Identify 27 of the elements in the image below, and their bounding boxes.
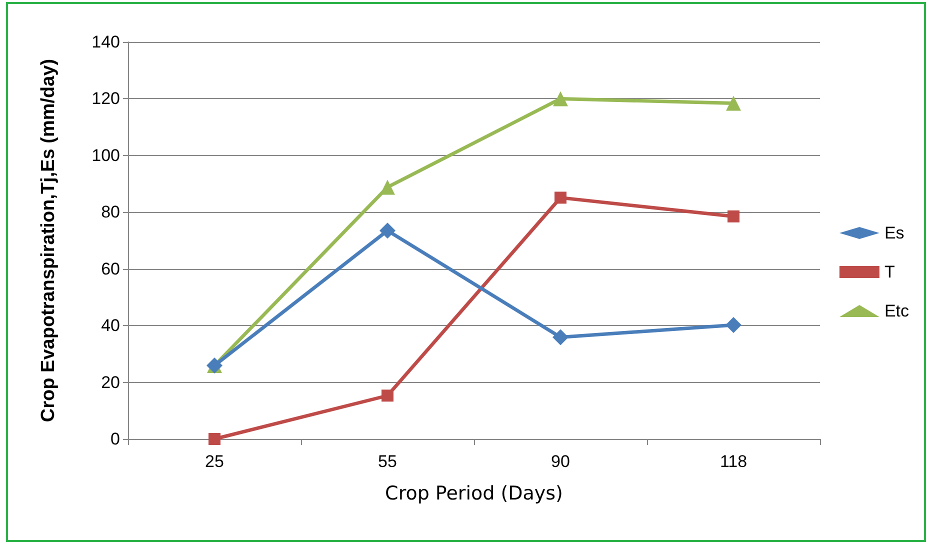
- y-tick-label: 140: [92, 32, 120, 52]
- point: [380, 222, 396, 239]
- x-tick-label: 118: [720, 452, 748, 471]
- point: [554, 192, 566, 204]
- legend-label: Etc: [884, 302, 910, 320]
- point: [208, 433, 220, 445]
- y-tick-label: 40: [101, 316, 120, 336]
- point: [728, 210, 740, 222]
- point: [553, 91, 568, 106]
- point: [726, 317, 742, 334]
- point: [726, 96, 741, 111]
- point: [552, 329, 568, 346]
- point: [382, 390, 394, 402]
- legend-label: T: [884, 262, 895, 282]
- y-tick-label: 20: [101, 372, 120, 392]
- y-tick-label: 60: [101, 259, 120, 278]
- x-tick-label: 90: [551, 452, 570, 471]
- y-tick-label: 80: [101, 202, 120, 222]
- x-tick-label: 25: [205, 452, 224, 471]
- legend-label: Es: [884, 224, 904, 242]
- y-tick-label: 0: [110, 430, 120, 448]
- x-axis-title: Crop Period (Days): [385, 482, 563, 504]
- y-tick-label: 100: [92, 146, 120, 165]
- y-axis-title: Crop Evapotranspiration,Tj,Es (mm/day): [38, 58, 59, 422]
- x-tick-label: 55: [378, 452, 397, 471]
- y-tick-label: 120: [92, 89, 120, 108]
- point: [380, 180, 395, 195]
